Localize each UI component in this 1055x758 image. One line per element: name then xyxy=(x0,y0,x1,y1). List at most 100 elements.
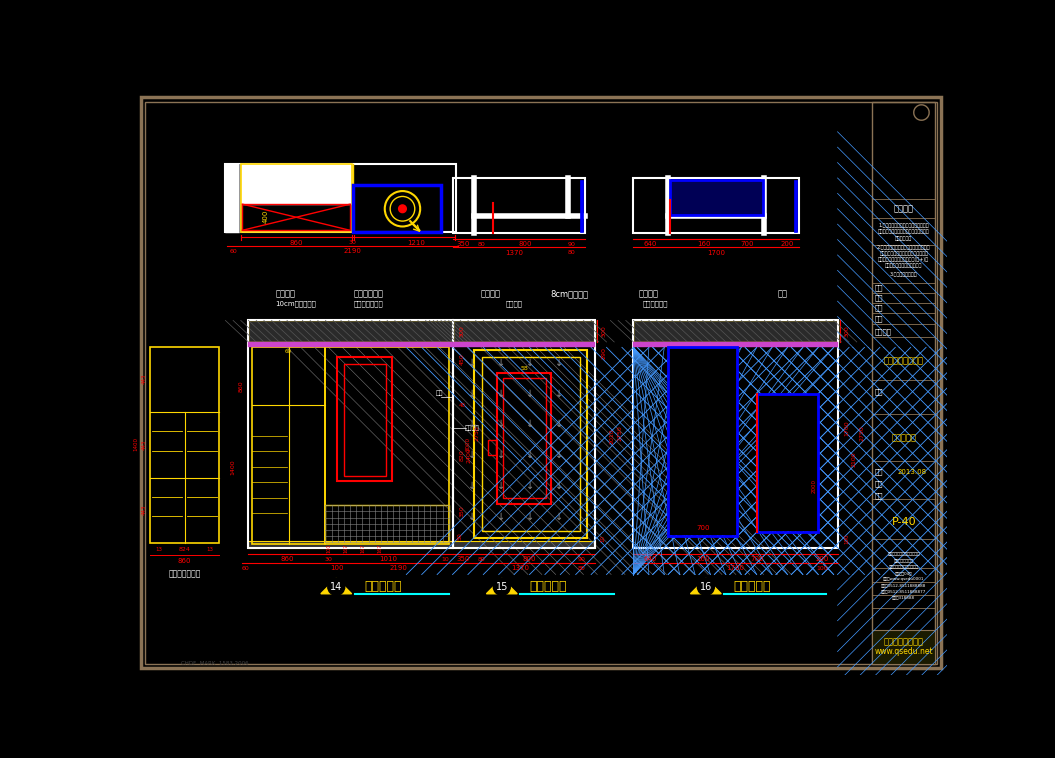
Text: ↓: ↓ xyxy=(526,389,534,399)
Text: ↓: ↓ xyxy=(497,450,505,460)
Text: ↓: ↓ xyxy=(526,358,534,368)
Text: ↓: ↓ xyxy=(526,450,534,460)
Text: 3.不可随意更换材料: 3.不可随意更换材料 xyxy=(890,272,918,277)
Text: 60: 60 xyxy=(242,566,249,571)
Bar xyxy=(241,164,352,232)
Bar xyxy=(453,541,595,547)
Circle shape xyxy=(399,205,406,213)
Bar xyxy=(580,180,583,232)
Text: 8cm白色门套: 8cm白色门套 xyxy=(551,290,589,299)
Text: 350: 350 xyxy=(459,506,464,517)
Bar xyxy=(249,321,453,342)
Text: ↓: ↓ xyxy=(556,358,563,368)
Text: ↓: ↓ xyxy=(467,419,476,429)
Text: 2750: 2750 xyxy=(617,426,622,441)
Text: 设计: 设计 xyxy=(875,285,883,291)
Text: ↓: ↓ xyxy=(497,481,505,491)
Text: 824: 824 xyxy=(178,547,191,553)
Text: 90: 90 xyxy=(578,556,586,562)
Text: 上柜内部结构图: 上柜内部结构图 xyxy=(169,569,200,578)
Text: 地址：318888: 地址：318888 xyxy=(893,596,916,600)
Bar xyxy=(150,346,219,543)
Bar xyxy=(249,541,453,547)
Text: 640: 640 xyxy=(644,241,657,247)
Circle shape xyxy=(328,578,345,595)
Text: 挂面: 挂面 xyxy=(436,391,443,396)
Bar xyxy=(633,321,838,547)
Text: ↓: ↓ xyxy=(526,481,534,491)
Text: 爵士白大理石: 爵士白大理石 xyxy=(642,300,668,307)
Text: 60: 60 xyxy=(285,349,292,354)
Bar xyxy=(453,178,584,233)
Bar xyxy=(326,347,449,543)
Text: 300: 300 xyxy=(601,325,607,337)
Text: 167: 167 xyxy=(344,543,349,553)
Text: 350: 350 xyxy=(457,556,469,562)
Text: 1700: 1700 xyxy=(726,565,744,572)
Text: 玻璃隔断: 玻璃隔断 xyxy=(464,425,479,431)
Text: 443: 443 xyxy=(141,505,147,515)
Bar xyxy=(239,164,241,232)
Polygon shape xyxy=(321,578,351,594)
Text: 齐生设计职业学校: 齐生设计职业学校 xyxy=(884,637,924,646)
Text: 820: 820 xyxy=(459,449,464,461)
Text: 主卧立面图: 主卧立面图 xyxy=(364,581,402,594)
Text: 2400: 2400 xyxy=(467,447,472,463)
Bar xyxy=(757,394,818,531)
Text: 2750: 2750 xyxy=(860,426,865,441)
Text: ↓: ↓ xyxy=(526,512,534,522)
Text: 顾问单位：深圳工业设计职业: 顾问单位：深圳工业设计职业 xyxy=(887,553,920,556)
Text: 58: 58 xyxy=(520,365,528,371)
Text: 传真：0512-8511888877: 传真：0512-8511888877 xyxy=(881,590,926,594)
Text: ↓: ↓ xyxy=(467,358,476,368)
Polygon shape xyxy=(486,578,517,594)
Text: 银色金属马赛克: 银色金属马赛克 xyxy=(354,300,384,307)
Text: 玻璃隔断: 玻璃隔断 xyxy=(639,290,659,299)
Text: 400: 400 xyxy=(263,210,268,223)
Text: 13: 13 xyxy=(156,547,162,553)
Bar xyxy=(670,180,763,215)
Text: ↓: ↓ xyxy=(467,481,476,491)
Bar xyxy=(488,440,496,455)
Bar xyxy=(344,365,385,476)
Text: 2000: 2000 xyxy=(812,479,817,493)
Text: 290: 290 xyxy=(601,347,607,359)
Text: 1370: 1370 xyxy=(512,565,530,572)
Bar xyxy=(226,164,239,232)
Bar xyxy=(756,393,819,532)
Text: 项目名称: 项目名称 xyxy=(875,328,891,334)
Text: 443: 443 xyxy=(141,439,147,449)
Text: 2190: 2190 xyxy=(389,565,407,572)
Bar xyxy=(453,321,595,342)
Text: 1370: 1370 xyxy=(505,249,523,255)
Text: ↓: ↓ xyxy=(467,512,476,522)
Text: 450: 450 xyxy=(459,353,464,365)
Text: 100: 100 xyxy=(844,533,849,543)
Text: ↓: ↓ xyxy=(556,512,563,522)
Text: 860: 860 xyxy=(289,240,303,246)
Text: 800: 800 xyxy=(523,556,536,562)
Bar xyxy=(251,347,325,543)
Text: 注意事项: 注意事项 xyxy=(894,204,914,213)
Text: 爵士白大理石: 爵士白大理石 xyxy=(354,290,384,299)
Text: 主卧立面图: 主卧立面图 xyxy=(733,581,771,594)
Circle shape xyxy=(494,578,511,595)
Text: 1.施工前请认真阅读施工图纸及施工说: 1.施工前请认真阅读施工图纸及施工说 xyxy=(879,223,929,228)
Text: ↓: ↓ xyxy=(467,389,476,399)
Text: www.qsedu.net: www.qsedu.net xyxy=(875,647,933,656)
Text: 100: 100 xyxy=(817,566,828,571)
Text: ↓: ↓ xyxy=(497,358,505,368)
Circle shape xyxy=(697,578,714,595)
Text: 比例: 比例 xyxy=(875,481,883,487)
Text: 30: 30 xyxy=(325,556,332,562)
Bar xyxy=(353,185,441,232)
Text: 10: 10 xyxy=(441,556,448,562)
Text: 现代简约风格居室: 现代简约风格居室 xyxy=(884,356,924,365)
Text: 90: 90 xyxy=(568,242,576,246)
Text: 1210: 1210 xyxy=(407,240,425,246)
Text: 100: 100 xyxy=(330,565,344,572)
Text: 860: 860 xyxy=(281,556,293,562)
Text: 700: 700 xyxy=(696,525,710,531)
Bar xyxy=(243,204,350,230)
Text: 167: 167 xyxy=(361,543,366,553)
